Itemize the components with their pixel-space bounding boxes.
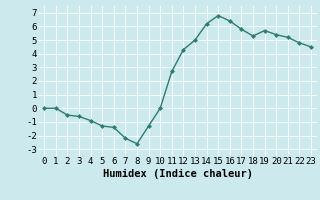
X-axis label: Humidex (Indice chaleur): Humidex (Indice chaleur) [103, 169, 252, 179]
